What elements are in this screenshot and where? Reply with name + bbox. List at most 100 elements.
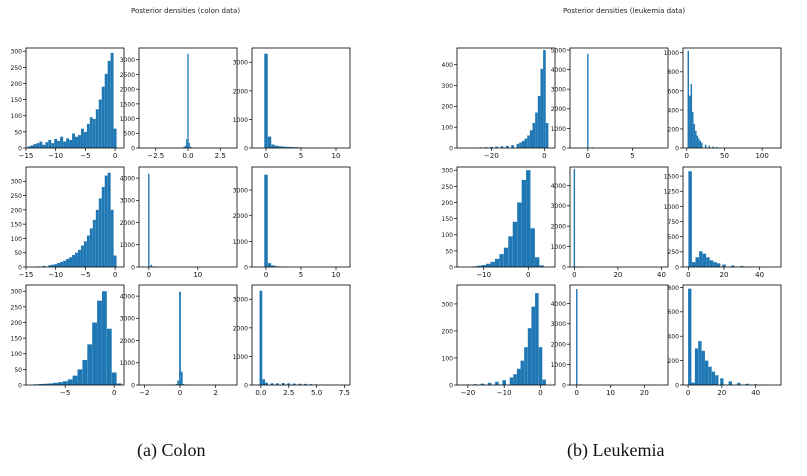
y-tick-label: 250 (668, 249, 680, 256)
histogram-bar (69, 139, 72, 148)
histogram-bar (711, 371, 716, 385)
histogram-bar (77, 369, 83, 386)
histogram-bar (48, 383, 53, 385)
histogram-bar (500, 146, 504, 148)
histogram-bar (67, 379, 73, 386)
y-tick-label: 0 (18, 382, 22, 389)
histogram-bar (543, 50, 546, 148)
x-tick-label: 0.0 (255, 389, 266, 397)
y-tick-label: 250 (11, 65, 23, 72)
x-tick-label: 0 (178, 389, 182, 397)
y-tick-label: 4000 (120, 294, 135, 301)
histogram-bar (89, 117, 93, 148)
histogram-bar (706, 257, 710, 267)
axes-frame (25, 284, 125, 386)
histogram-bar (285, 146, 289, 148)
histogram-bar (98, 99, 102, 148)
histogram-bar (175, 384, 178, 385)
y-tick-label: 0 (244, 264, 248, 271)
x-tick-label: 0 (686, 389, 690, 397)
y-tick-label: 500 (124, 131, 136, 138)
histogram-bar (92, 118, 96, 148)
histogram-bar (531, 306, 535, 385)
axes-frame (251, 284, 351, 386)
histogram-bar (694, 348, 699, 385)
y-tick-label: 4000 (551, 67, 566, 74)
histogram-bar (267, 263, 272, 267)
x-tick-label: 0 (542, 152, 546, 160)
histogram-panel-7: −2 0 2 0 1000 2000 3000 4000 (120, 284, 238, 397)
histogram-bar (511, 145, 514, 148)
histogram-bar (692, 111, 694, 148)
histogram-bar (708, 366, 712, 385)
histogram-bar (43, 383, 48, 385)
x-tick-label: 0 (685, 152, 689, 160)
y-tick-label: 0 (675, 264, 679, 271)
histogram-bar (737, 382, 741, 385)
axes-frame (569, 47, 669, 149)
histogram-bar (535, 112, 538, 148)
histogram-bar (54, 264, 58, 267)
histogram-bar (72, 255, 75, 267)
x-tick-label: −5 (60, 389, 70, 397)
axes-frame (456, 284, 556, 386)
histogram-bar (503, 247, 509, 267)
y-tick-label: 3000 (120, 316, 135, 323)
x-tick-label: 5 (299, 271, 303, 279)
y-tick-label: 50 (14, 250, 22, 257)
y-tick-label: 250 (442, 184, 454, 191)
histogram-bar (69, 257, 72, 267)
histogram-bar (107, 172, 111, 267)
y-tick-label: 1000 (551, 126, 566, 133)
histogram-bar (524, 138, 528, 149)
x-tick-label: 0 (686, 271, 690, 279)
y-tick-label: 3000 (233, 60, 248, 67)
histogram-panel-10: 0 5 0 1000 2000 3000 4000 5000 (551, 47, 669, 160)
histogram-bar (517, 202, 522, 267)
histogram-bar (494, 258, 500, 267)
y-tick-label: 1500 (664, 173, 679, 180)
x-tick-label: 100 (755, 152, 768, 160)
histogram-bar (63, 260, 67, 267)
histogram-bar (110, 52, 114, 149)
histogram-bar (731, 265, 735, 267)
histogram-bar (695, 130, 697, 148)
x-tick-label: 0 (538, 389, 542, 397)
y-tick-label: 2000 (551, 342, 566, 349)
y-tick-label: 1000 (233, 117, 248, 124)
y-tick-label: 2000 (120, 338, 135, 345)
figure-title-leukemia: Posterior densities (leukemia data) (563, 7, 686, 15)
y-tick-label: 1000 (120, 242, 135, 249)
histogram-bar (495, 381, 499, 385)
x-tick-label: 0.0 (182, 152, 193, 160)
histogram-bar (104, 175, 108, 267)
axes-frame (25, 47, 125, 149)
histogram-bar (529, 130, 533, 148)
histogram-bar (539, 265, 544, 267)
histogram-bar (521, 140, 525, 148)
y-tick-label: 800 (668, 285, 680, 292)
histogram-bar (698, 341, 702, 385)
axes-frame (138, 284, 238, 386)
histogram-bar (186, 139, 188, 148)
histogram-bar (265, 382, 268, 385)
histogram-bar (716, 263, 721, 267)
x-tick-label: 20 (717, 389, 726, 397)
x-tick-label: −20 (460, 389, 475, 397)
y-tick-label: 1000 (120, 360, 135, 367)
histogram-bar (101, 86, 105, 148)
histogram-bar (695, 257, 699, 267)
histogram-bar (486, 263, 491, 267)
histogram-bar (576, 289, 578, 385)
x-tick-label: −10 (48, 271, 63, 279)
histogram-bar (113, 128, 117, 148)
histogram-bar (490, 261, 495, 267)
histogram-bar (696, 135, 699, 148)
histogram-bar (271, 144, 275, 148)
histogram-bar (699, 140, 702, 148)
y-tick-label: 0 (18, 264, 22, 271)
x-tick-label: 20 (640, 389, 649, 397)
histogram-bar (87, 344, 93, 386)
histogram-bar (490, 146, 493, 148)
x-tick-label: −2 (139, 389, 149, 397)
